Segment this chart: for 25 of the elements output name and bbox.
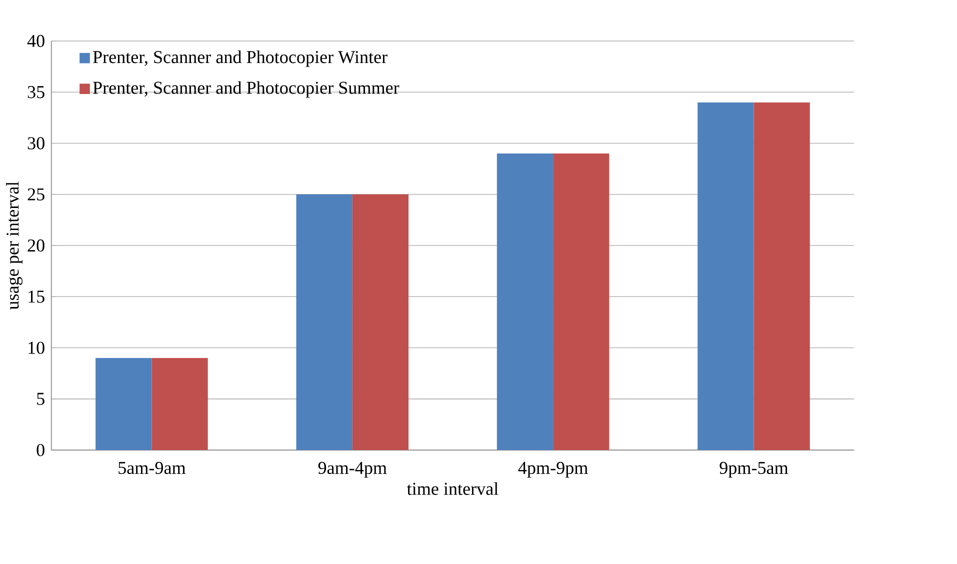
x-tick-label: 9am-4pm — [318, 462, 387, 478]
y-tick-label: 20 — [28, 239, 44, 252]
bar — [152, 358, 208, 450]
x-tick-label: 5am-9am — [118, 462, 186, 474]
bar — [496, 153, 554, 450]
x-tick-label: 4pm-9pm — [518, 462, 588, 478]
y-tick-label: 30 — [28, 137, 44, 150]
y-tick-label: 10 — [28, 342, 44, 354]
legend-label: Prenter, Scanner and Photocopier Winter — [93, 50, 388, 67]
legend-label: Prenter, Scanner and Photocopier Summer — [93, 81, 400, 98]
y-tick-label: 25 — [28, 188, 44, 200]
y-tick-label: 40 — [27, 34, 44, 47]
bar — [296, 194, 352, 450]
y-tick-label: 5 — [37, 392, 44, 405]
y-axis-title: usage per interval — [6, 182, 22, 310]
y-tick-label: 15 — [28, 290, 44, 303]
y-tick-label: 35 — [28, 86, 44, 98]
x-axis-title: time interval — [407, 482, 498, 495]
bar — [553, 153, 610, 450]
y-tick-label: 0 — [36, 444, 44, 456]
bar — [754, 102, 810, 450]
x-tick-label: 9pm-5am — [720, 462, 788, 478]
bar — [352, 194, 409, 450]
bar — [698, 102, 754, 450]
bar — [96, 358, 152, 450]
